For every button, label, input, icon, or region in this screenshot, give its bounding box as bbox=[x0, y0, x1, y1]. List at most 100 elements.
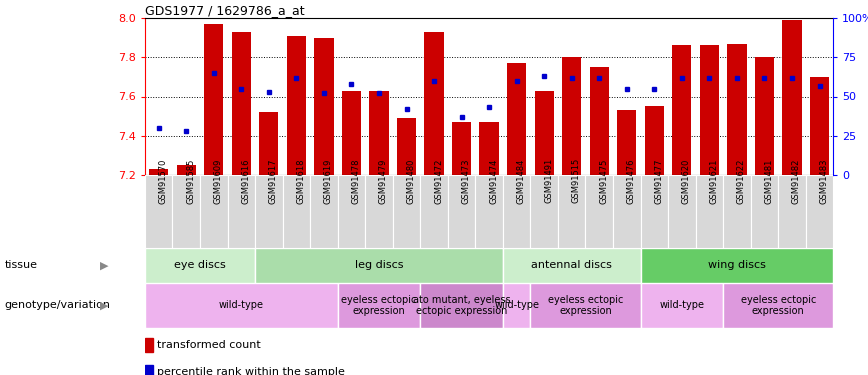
Bar bbox=[782, 20, 802, 175]
Text: GSM91482: GSM91482 bbox=[792, 158, 801, 204]
Bar bbox=[232, 32, 251, 175]
FancyBboxPatch shape bbox=[806, 175, 833, 248]
Text: eyeless ectopic
expression: eyeless ectopic expression bbox=[740, 295, 816, 316]
FancyBboxPatch shape bbox=[641, 248, 833, 283]
Bar bbox=[342, 91, 361, 175]
FancyBboxPatch shape bbox=[392, 175, 420, 248]
Bar bbox=[145, 365, 153, 375]
Bar bbox=[397, 118, 416, 175]
FancyBboxPatch shape bbox=[145, 283, 338, 328]
FancyBboxPatch shape bbox=[255, 248, 503, 283]
FancyBboxPatch shape bbox=[420, 283, 503, 328]
Bar bbox=[589, 67, 608, 175]
Text: GSM91477: GSM91477 bbox=[654, 158, 663, 204]
Text: eye discs: eye discs bbox=[174, 261, 226, 270]
Text: GSM91474: GSM91474 bbox=[490, 158, 498, 204]
FancyBboxPatch shape bbox=[751, 175, 779, 248]
FancyBboxPatch shape bbox=[338, 283, 420, 328]
FancyBboxPatch shape bbox=[283, 175, 310, 248]
Text: GSM91481: GSM91481 bbox=[765, 158, 773, 204]
FancyBboxPatch shape bbox=[586, 175, 613, 248]
FancyBboxPatch shape bbox=[310, 175, 338, 248]
Text: GSM91585: GSM91585 bbox=[187, 158, 195, 204]
Text: percentile rank within the sample: percentile rank within the sample bbox=[157, 367, 345, 375]
Bar bbox=[286, 36, 306, 175]
Bar bbox=[507, 63, 526, 175]
Text: wild-type: wild-type bbox=[219, 300, 264, 310]
Bar bbox=[645, 106, 664, 175]
Text: transformed count: transformed count bbox=[157, 340, 260, 350]
FancyBboxPatch shape bbox=[476, 175, 503, 248]
Text: GSM91622: GSM91622 bbox=[737, 158, 746, 204]
Text: GSM91491: GSM91491 bbox=[544, 158, 553, 204]
Text: GSM91609: GSM91609 bbox=[214, 158, 223, 204]
Bar bbox=[370, 91, 389, 175]
FancyBboxPatch shape bbox=[448, 175, 476, 248]
Text: leg discs: leg discs bbox=[355, 261, 404, 270]
FancyBboxPatch shape bbox=[779, 175, 806, 248]
FancyBboxPatch shape bbox=[200, 175, 227, 248]
FancyBboxPatch shape bbox=[227, 175, 255, 248]
FancyBboxPatch shape bbox=[365, 175, 392, 248]
Text: GSM91480: GSM91480 bbox=[406, 158, 416, 204]
FancyBboxPatch shape bbox=[641, 283, 723, 328]
Text: GSM91476: GSM91476 bbox=[627, 158, 635, 204]
FancyBboxPatch shape bbox=[668, 175, 695, 248]
FancyBboxPatch shape bbox=[641, 175, 668, 248]
Text: eyeless ectopic
expression: eyeless ectopic expression bbox=[548, 295, 623, 316]
Bar bbox=[424, 32, 444, 175]
FancyBboxPatch shape bbox=[530, 283, 641, 328]
Text: eyeless ectopic
expression: eyeless ectopic expression bbox=[341, 295, 417, 316]
Text: GSM91479: GSM91479 bbox=[379, 158, 388, 204]
Text: GSM91483: GSM91483 bbox=[819, 158, 829, 204]
Bar bbox=[617, 110, 636, 175]
Text: GSM91617: GSM91617 bbox=[269, 158, 278, 204]
Bar bbox=[176, 165, 196, 175]
Text: wild-type: wild-type bbox=[660, 300, 704, 310]
FancyBboxPatch shape bbox=[173, 175, 200, 248]
Text: GSM91618: GSM91618 bbox=[296, 158, 306, 204]
Text: GSM91570: GSM91570 bbox=[159, 158, 168, 204]
Bar bbox=[314, 38, 333, 175]
Bar bbox=[562, 57, 582, 175]
Text: GSM91472: GSM91472 bbox=[434, 158, 443, 204]
Text: ato mutant, eyeless
ectopic expression: ato mutant, eyeless ectopic expression bbox=[413, 295, 510, 316]
FancyBboxPatch shape bbox=[145, 248, 255, 283]
Text: tissue: tissue bbox=[4, 261, 37, 270]
Text: wild-type: wild-type bbox=[494, 300, 539, 310]
Text: genotype/variation: genotype/variation bbox=[4, 300, 110, 310]
Bar bbox=[700, 45, 719, 175]
Text: GSM91620: GSM91620 bbox=[682, 158, 691, 204]
FancyBboxPatch shape bbox=[558, 175, 586, 248]
Text: GSM91478: GSM91478 bbox=[352, 158, 360, 204]
Text: GDS1977 / 1629786_a_at: GDS1977 / 1629786_a_at bbox=[145, 4, 305, 17]
FancyBboxPatch shape bbox=[613, 175, 641, 248]
Bar bbox=[727, 44, 746, 175]
Bar bbox=[810, 77, 829, 175]
Bar bbox=[149, 169, 168, 175]
FancyBboxPatch shape bbox=[145, 175, 173, 248]
Bar bbox=[479, 122, 499, 175]
FancyBboxPatch shape bbox=[420, 175, 448, 248]
Text: wing discs: wing discs bbox=[708, 261, 766, 270]
FancyBboxPatch shape bbox=[695, 175, 723, 248]
Text: GSM91473: GSM91473 bbox=[462, 158, 470, 204]
Text: GSM91619: GSM91619 bbox=[324, 158, 333, 204]
Text: ▶: ▶ bbox=[100, 261, 108, 270]
FancyBboxPatch shape bbox=[530, 175, 558, 248]
FancyBboxPatch shape bbox=[723, 283, 833, 328]
FancyBboxPatch shape bbox=[338, 175, 365, 248]
Text: GSM91621: GSM91621 bbox=[709, 158, 719, 204]
FancyBboxPatch shape bbox=[723, 175, 751, 248]
Bar bbox=[755, 57, 774, 175]
Bar bbox=[145, 338, 153, 352]
FancyBboxPatch shape bbox=[503, 248, 641, 283]
Text: antennal discs: antennal discs bbox=[531, 261, 612, 270]
Text: ▶: ▶ bbox=[100, 300, 108, 310]
FancyBboxPatch shape bbox=[503, 175, 530, 248]
FancyBboxPatch shape bbox=[255, 175, 283, 248]
Text: GSM91475: GSM91475 bbox=[599, 158, 608, 204]
Bar bbox=[672, 45, 692, 175]
Text: GSM91515: GSM91515 bbox=[572, 158, 581, 204]
Bar bbox=[535, 91, 554, 175]
